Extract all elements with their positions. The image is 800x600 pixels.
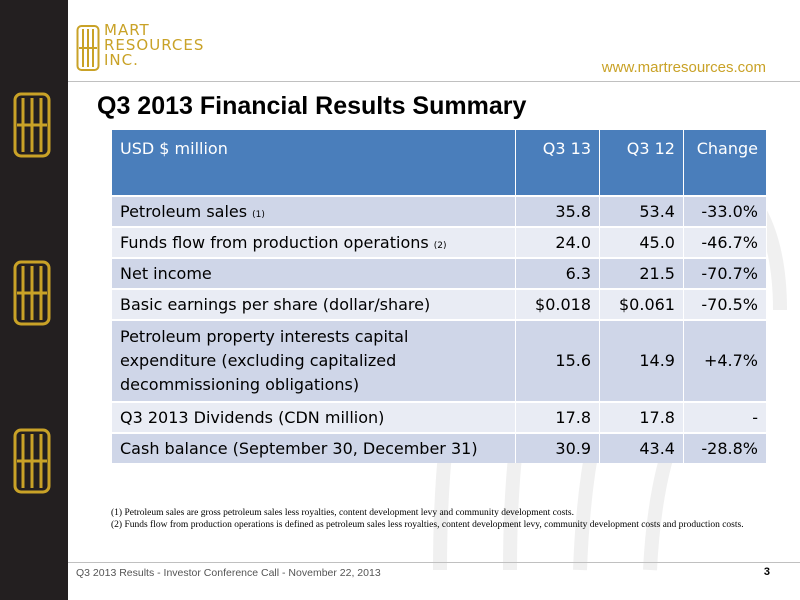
table-row: Petroleum sales (1) 35.8 53.4 -33.0% [112,195,768,227]
value-cell: 53.4 [599,195,684,227]
change-cell: -46.7% [683,226,768,258]
footnote-mark: (1) [252,210,265,220]
change-cell: -33.0% [683,195,768,227]
footnotes: (1) Petroleum sales are gross petroleum … [111,507,771,531]
mart-logo-icon [13,92,51,158]
value-cell: 30.9 [515,432,601,463]
row-label-text: Petroleum sales [120,202,248,221]
footnote-mark: (2) [433,241,447,251]
mart-logo-icon [13,428,51,494]
column-header: USD $ million [112,130,517,196]
brand-line-2: RESOURCES [104,36,205,54]
value-cell: 15.6 [515,319,601,402]
row-label-text: Funds flow from production operations [120,233,429,252]
row-label: Q3 2013 Dividends (CDN million) [112,401,517,433]
value-cell: 14.9 [599,319,684,402]
page-number: 3 [763,566,770,578]
value-cell: 24.0 [515,226,601,258]
row-label-line: decommissioning obligations) [120,375,360,394]
row-label-line: Petroleum property interests capital [120,327,409,346]
row-label: Basic earnings per share (dollar/share) [112,288,517,320]
table-row: Basic earnings per share (dollar/share) … [112,288,768,320]
value-cell: 6.3 [515,257,601,289]
brand-name: MART RESOURCES INC. [104,23,204,68]
mart-logo-icon [76,25,100,71]
slide-title: Q3 2013 Financial Results Summary [97,92,527,120]
brand-line-3: INC. [104,51,139,69]
column-header: Q3 12 [599,130,684,196]
change-cell: -70.7% [683,257,768,289]
left-sidebar [0,0,68,600]
value-cell: 21.5 [599,257,684,289]
value-cell: 17.8 [515,401,601,433]
change-cell: - [683,401,768,433]
row-label: Cash balance (September 30, December 31) [112,432,517,463]
table-row: Net income 6.3 21.5 -70.7% [112,257,768,289]
change-cell: +4.7% [683,319,768,402]
footer-text: Q3 2013 Results - Investor Conference Ca… [76,567,381,579]
row-label-line: expenditure (excluding capitalized [120,351,397,370]
website-url: www.martresources.com [601,59,766,76]
column-header: Change [683,130,768,196]
footnote-2: (2) Funds flow from production operation… [111,520,744,530]
financial-results-table: USD $ million Q3 13 Q3 12 Change Petrole… [112,130,768,463]
footer-divider [68,562,800,563]
table-row: Q3 2013 Dividends (CDN million) 17.8 17.… [112,401,768,433]
footnote-1: (1) Petroleum sales are gross petroleum … [111,508,575,518]
change-cell: -28.8% [683,432,768,463]
column-header: Q3 13 [515,130,601,196]
table-row: Funds flow from production operations (2… [112,226,768,258]
value-cell: 35.8 [515,195,601,227]
row-label: Petroleum property interests capital exp… [112,319,517,402]
mart-logo-icon [13,260,51,326]
table-row: Cash balance (September 30, December 31)… [112,432,768,463]
table-header-row: USD $ million Q3 13 Q3 12 Change [112,130,768,196]
brand-line-1: MART [104,21,150,39]
header-divider [68,81,800,82]
value-cell: 17.8 [599,401,684,433]
change-cell: -70.5% [683,288,768,320]
value-cell: $0.018 [515,288,601,320]
value-cell: $0.061 [599,288,684,320]
row-label: Net income [112,257,517,289]
value-cell: 43.4 [599,432,684,463]
table-row: Petroleum property interests capital exp… [112,319,768,402]
row-label: Petroleum sales (1) [112,195,517,227]
row-label: Funds flow from production operations (2… [112,226,517,258]
value-cell: 45.0 [599,226,684,258]
